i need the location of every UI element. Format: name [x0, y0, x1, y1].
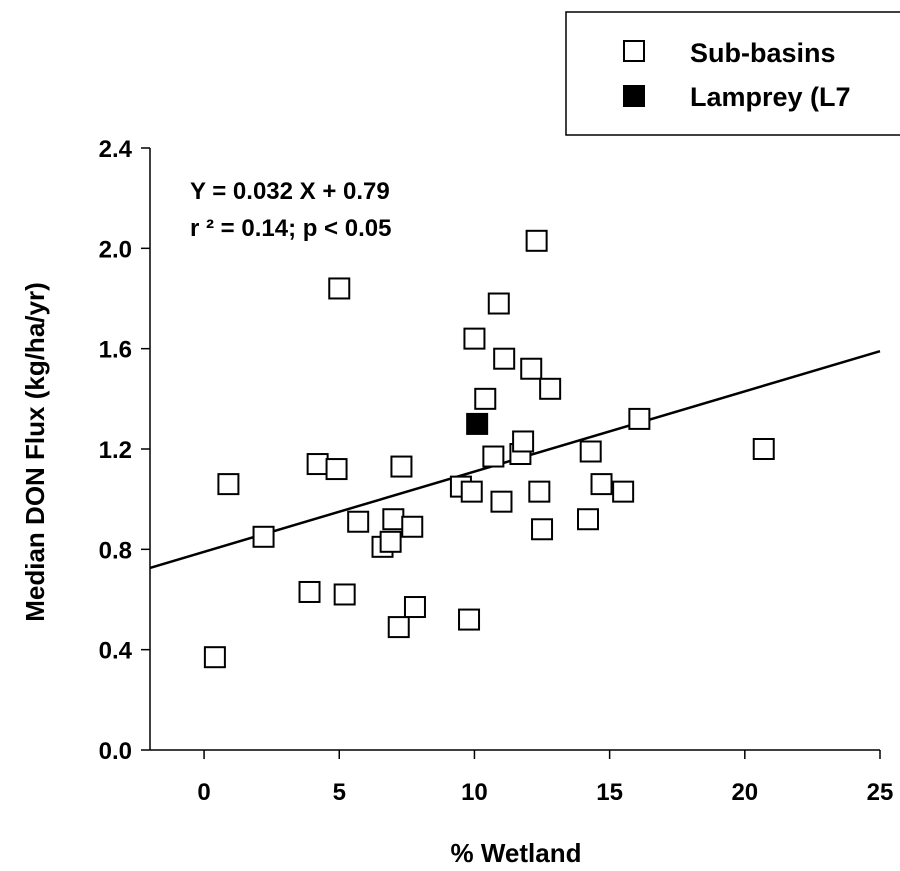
sub-basin-point: [752, 438, 775, 460]
sub-basin-point: [325, 458, 348, 481]
y-tick-label: 1.2: [99, 437, 132, 464]
sub-basin-point: [520, 357, 543, 380]
y-tick-label: 2.0: [99, 236, 132, 263]
sub-basin-point: [390, 455, 413, 478]
sub-basin-point: [403, 596, 426, 619]
sub-basin-point: [328, 277, 351, 300]
sub-basin-point: [463, 327, 486, 350]
sub-basin-point: [217, 473, 240, 496]
points: [203, 229, 775, 669]
sub-basin-point: [612, 480, 635, 503]
x-tick-label: 25: [867, 779, 894, 806]
sub-basin-point: [528, 480, 551, 503]
regression-equation: Y = 0.032 X + 0.79: [190, 178, 390, 205]
x-axis-title: % Wetland: [451, 838, 582, 868]
legend-label-lamprey: Lamprey (L7: [690, 82, 851, 112]
ticks: 0.0 0.4 0.8 1.2 1.6 2.0 2.4 0 5 10 15 20 25: [99, 136, 894, 806]
x-tick-label: 5: [333, 779, 346, 806]
legend: Sub-basins Lamprey (L7: [565, 11, 900, 136]
sub-basin-point: [474, 387, 497, 410]
regression-stats: r ² = 0.14; p < 0.05: [190, 215, 391, 242]
lamprey-point: [466, 412, 489, 435]
sub-basin-point: [460, 480, 483, 503]
sub-basin-point: [401, 515, 424, 538]
x-tick-label: 15: [596, 779, 623, 806]
legend-box: [565, 11, 900, 136]
sub-basin-point: [490, 490, 513, 513]
sub-basin-point: [458, 608, 481, 631]
x-tick-label: 10: [461, 779, 488, 806]
sub-basin-point: [487, 292, 510, 315]
legend-open-square: [623, 40, 645, 62]
sub-basin-point: [333, 583, 356, 606]
sub-basin-point: [628, 407, 651, 430]
sub-basin-point: [579, 440, 602, 463]
sub-basin-point: [203, 646, 226, 669]
legend-label-sub-basins: Sub-basins: [690, 38, 836, 68]
sub-basin-point: [298, 580, 321, 603]
sub-basin-point: [539, 377, 562, 400]
y-axis-title: Median DON Flux (kg/ha/yr): [20, 282, 50, 622]
sub-basin-point: [347, 510, 370, 533]
x-tick-label: 0: [197, 779, 210, 806]
sub-basin-point: [493, 347, 516, 370]
sub-basin-point: [531, 518, 554, 541]
y-tick-label: 2.4: [99, 136, 133, 163]
sub-basin-point: [252, 525, 275, 548]
sub-basin-point: [577, 508, 599, 531]
y-tick-label: 0.0: [99, 738, 132, 765]
sub-basin-point: [482, 445, 505, 468]
sub-basin-point: [525, 229, 548, 252]
sub-basin-point: [590, 473, 613, 496]
sub-basin-point: [306, 453, 329, 476]
y-tick-label: 1.6: [99, 337, 132, 364]
sub-basin-point: [512, 430, 535, 453]
sub-basin-point: [382, 508, 405, 531]
y-tick-label: 0.8: [99, 537, 132, 564]
legend-filled-square: [623, 85, 645, 107]
y-tick-label: 0.4: [99, 638, 133, 665]
sub-basin-point: [379, 530, 402, 553]
x-tick-label: 20: [731, 779, 758, 806]
sub-basin-point: [387, 616, 410, 639]
